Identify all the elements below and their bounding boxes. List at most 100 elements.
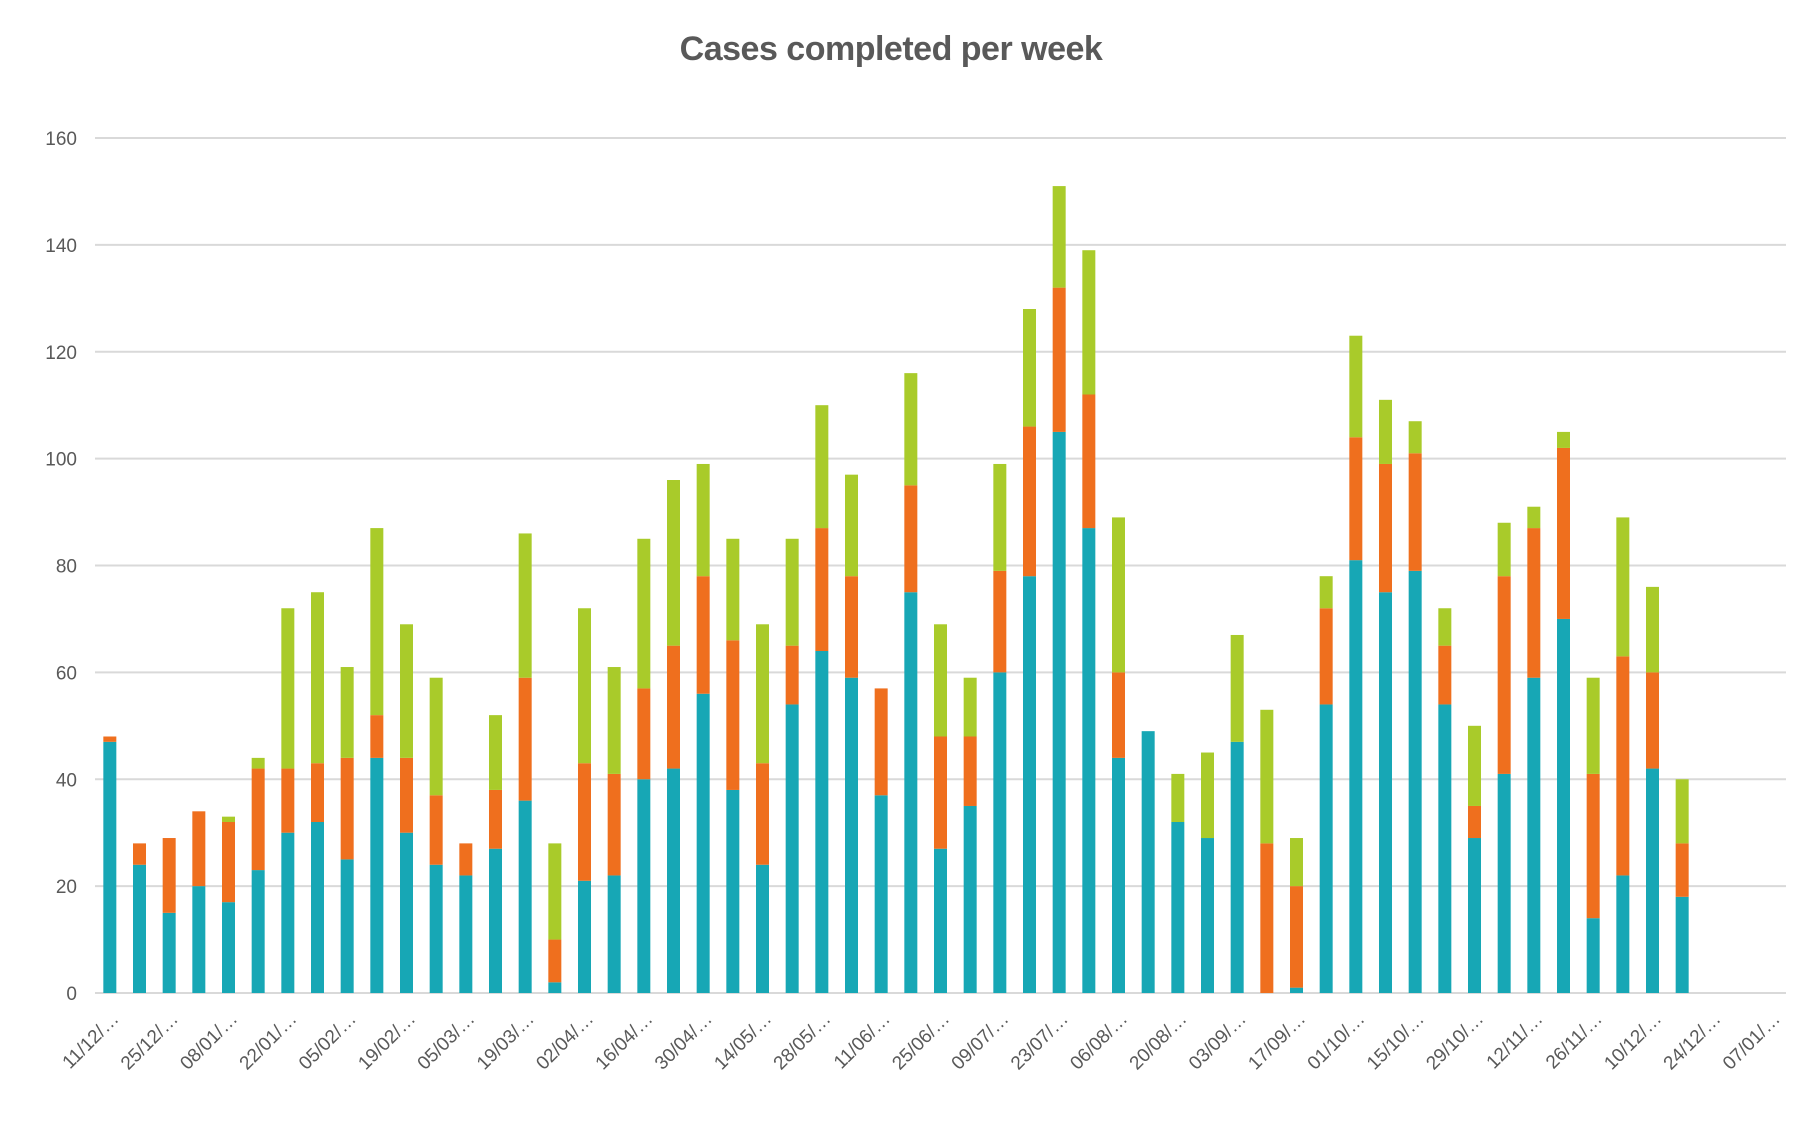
bar-segment-series-3	[667, 480, 680, 646]
bar-segment-series-1	[845, 677, 858, 993]
bar-segment-series-2	[607, 773, 621, 876]
bar-stack	[1616, 517, 1630, 993]
bar-segment-series-1	[548, 982, 562, 993]
bar-segment-series-3	[1319, 576, 1333, 609]
bar-segment-series-2	[400, 757, 413, 833]
bar-segment-series-2	[1112, 672, 1125, 758]
bar-segment-series-3	[370, 528, 384, 716]
bar-segment-series-3	[1527, 506, 1541, 529]
bar-stack	[1230, 634, 1244, 993]
x-tick-label: 20/08/…	[1126, 1009, 1192, 1075]
bar-stack	[993, 463, 1007, 994]
x-tick-label: 19/03/…	[473, 1009, 539, 1075]
bar-segment-series-2	[1023, 426, 1036, 577]
bar-segment-series-2	[222, 822, 235, 903]
bar-stack	[607, 667, 621, 993]
x-tick-label: 22/01/…	[236, 1009, 302, 1075]
bar-segment-series-3	[1497, 522, 1511, 577]
bar-stack	[133, 843, 146, 993]
bar-segment-series-1	[1319, 704, 1333, 993]
x-tick-label: 25/06/…	[888, 1009, 954, 1075]
x-tick-label: 28/05/…	[770, 1009, 836, 1075]
chart-title: Cases completed per week	[679, 30, 1103, 68]
bar-segment-series-1	[311, 822, 324, 993]
bar-segment-series-3	[1201, 752, 1214, 839]
x-tick-label: 08/01/…	[176, 1009, 242, 1075]
bar-segment-series-3	[429, 677, 443, 796]
bar-stack	[370, 528, 384, 994]
bar-segment-series-1	[192, 886, 206, 994]
bar-stack	[785, 538, 799, 993]
bar-stack	[429, 677, 443, 993]
bar-segment-series-3	[222, 816, 235, 822]
bar-segment-series-2	[963, 736, 977, 806]
y-tick-label: 140	[45, 236, 77, 257]
x-axis-tick-labels: 11/12/…25/12/…08/01/…22/01/…05/02/…19/02…	[59, 1009, 1785, 1075]
bar-stack	[1468, 725, 1481, 993]
bar-segment-series-3	[607, 667, 621, 774]
y-tick-label: 0	[66, 984, 77, 1005]
bar-stack	[518, 533, 532, 994]
bar-segment-series-3	[637, 538, 651, 689]
bar-segment-series-3	[845, 474, 858, 577]
bar-segment-series-1	[1023, 576, 1036, 993]
bar-segment-series-1	[1646, 768, 1659, 993]
bar-segment-series-1	[726, 789, 740, 993]
bar-segment-series-3	[281, 608, 295, 769]
bar-stack	[1171, 773, 1185, 993]
bar-segment-series-3	[1171, 773, 1185, 822]
y-tick-label: 120	[45, 343, 77, 364]
bar-segment-series-1	[1112, 757, 1125, 994]
x-tick-label: 12/11/…	[1483, 1009, 1548, 1074]
bar-segment-series-3	[1675, 779, 1689, 844]
bar-stack	[1290, 838, 1303, 993]
bar-stack	[696, 463, 710, 993]
bar-segment-series-2	[1646, 672, 1659, 769]
bar-stack	[311, 592, 324, 993]
bar-segment-series-1	[1438, 704, 1452, 993]
bar-segment-series-1	[340, 859, 354, 993]
bar-segment-series-2	[785, 645, 799, 705]
bar-segment-series-3	[1052, 186, 1066, 288]
bar-segment-series-3	[1230, 634, 1244, 742]
y-tick-label: 20	[56, 877, 77, 898]
bar-segment-series-1	[1082, 528, 1096, 993]
bar-segment-series-2	[1586, 773, 1600, 919]
x-tick-label: 09/07/…	[948, 1009, 1014, 1075]
bar-segment-series-1	[696, 693, 710, 993]
bar-stack	[103, 736, 117, 993]
bar-segment-series-2	[1675, 843, 1689, 897]
bar-segment-series-3	[1023, 309, 1036, 427]
bar-segment-series-3	[1557, 431, 1570, 448]
bar-segment-series-2	[1497, 576, 1511, 774]
bar-segment-series-2	[904, 485, 918, 593]
bar-segment-series-2	[518, 677, 532, 801]
bar-segment-series-1	[756, 864, 769, 993]
bar-segment-series-3	[756, 624, 769, 764]
x-tick-label: 19/02/…	[354, 1009, 420, 1075]
bar-segment-series-1	[1586, 918, 1600, 993]
x-tick-label: 29/10/…	[1422, 1009, 1488, 1075]
bar-segment-series-2	[1438, 645, 1452, 705]
bar-segment-series-1	[370, 757, 384, 994]
bar-stack	[1408, 421, 1422, 993]
bar-stack	[578, 608, 591, 993]
bar-segment-series-1	[459, 875, 473, 993]
bar-stack	[251, 757, 265, 993]
bar-segment-series-3	[1082, 250, 1096, 395]
bar-segment-series-1	[1468, 838, 1481, 993]
bar-segment-series-2	[251, 768, 265, 871]
bar-stack	[489, 715, 502, 993]
bar-segment-series-2	[1616, 656, 1630, 876]
bar-stack	[1379, 399, 1392, 993]
bar-segment-series-3	[1616, 517, 1630, 657]
bar-segment-series-1	[904, 592, 918, 993]
bar-segment-series-1	[103, 741, 117, 993]
bar-segment-series-1	[251, 870, 265, 993]
bar-segment-series-3	[1468, 725, 1481, 806]
bar-segment-series-1	[1171, 822, 1185, 993]
bar-stack	[637, 538, 651, 993]
bar-segment-series-3	[1290, 838, 1303, 887]
bar-segment-series-3	[1586, 677, 1600, 774]
y-axis-tick-labels: 0 20 40 60 80 100 120 140 160	[45, 129, 77, 1005]
